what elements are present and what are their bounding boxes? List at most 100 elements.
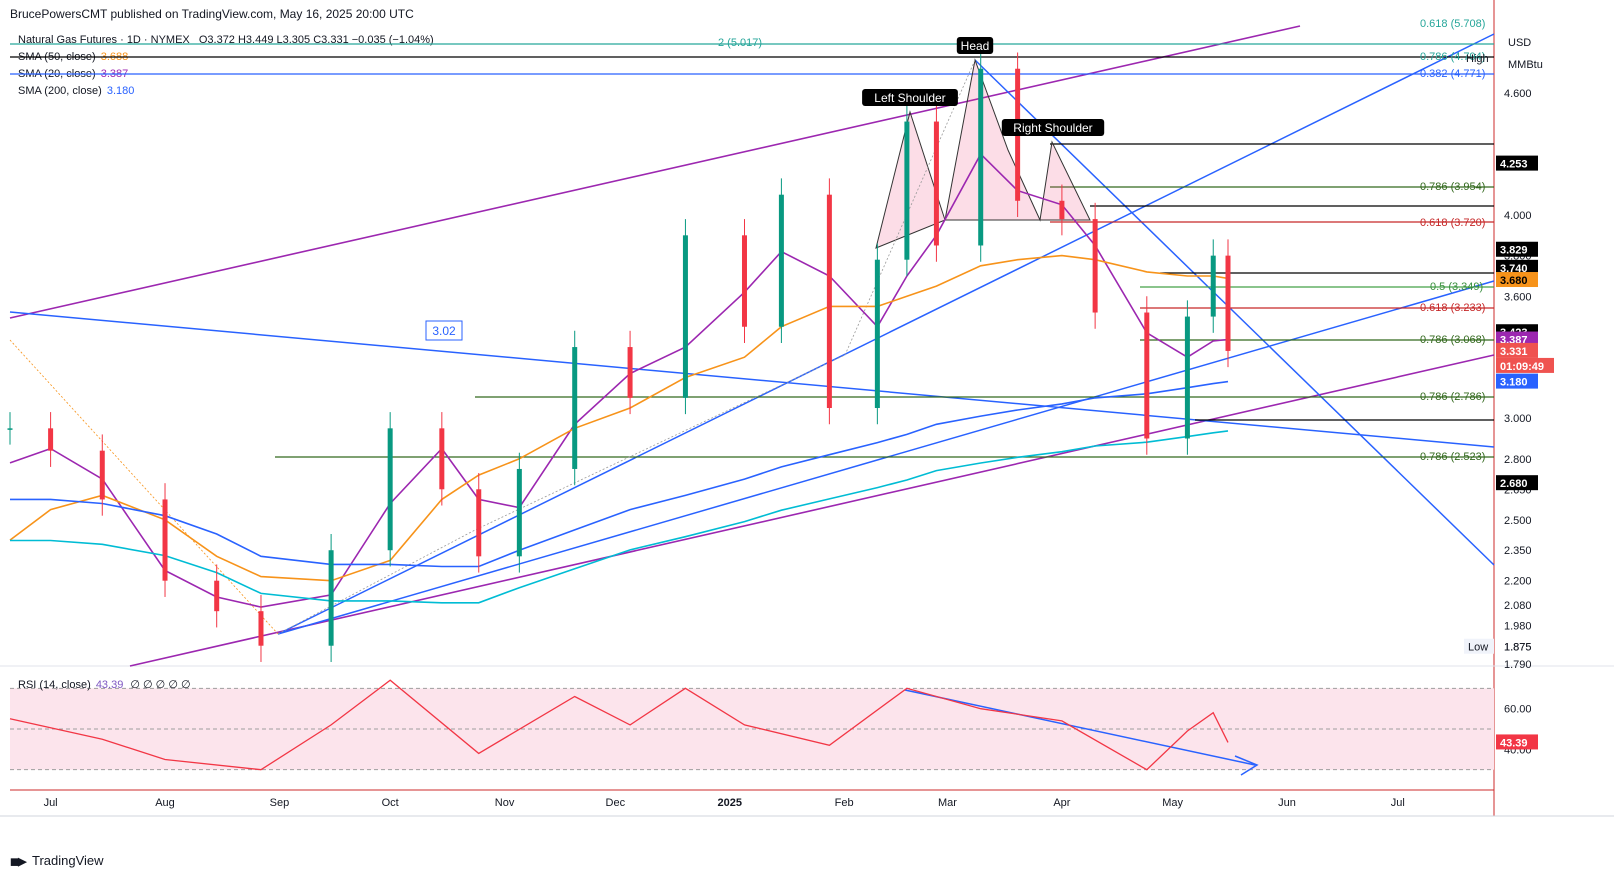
price-badge: 2.680 (1500, 478, 1528, 490)
price-tick: 1.980 (1504, 620, 1532, 632)
price-badge-bg (1496, 475, 1538, 491)
candle-body (1092, 219, 1098, 313)
fib-label: 0.5 (3.349) (1430, 281, 1483, 293)
fib-label: 0.786 (3.954) (1420, 181, 1485, 193)
low-value: 1.875 (1504, 642, 1532, 654)
right-shoulder-label: Right Shoulder (1013, 121, 1092, 135)
candle-body (682, 235, 688, 398)
publisher-header: BrucePowersCMT published on TradingView.… (10, 7, 414, 21)
price-tick: 3.000 (1504, 413, 1532, 425)
fib-label: 0.618 (3.720) (1420, 217, 1485, 229)
candle-body (904, 121, 910, 260)
high-label: High (1466, 53, 1489, 65)
series-line-3 (10, 380, 1229, 568)
price-tick: 4.000 (1504, 210, 1532, 222)
price-badge-bg (1496, 259, 1538, 275)
head-label-bg (956, 37, 994, 54)
candle-body (439, 428, 445, 490)
price-badge-bg (1496, 272, 1538, 288)
rsi-extra: ∅ ∅ ∅ ∅ ∅ (130, 679, 191, 691)
fib-label: 0.786 (2.786) (1420, 391, 1485, 403)
rsi-arrow-icon (1234, 755, 1259, 776)
tradingview-footer[interactable]: ◼▶ TradingView (10, 853, 104, 868)
right-shoulder-label-bg (1001, 119, 1105, 136)
time-label: May (1162, 797, 1183, 809)
price-badge: 3.680 (1500, 275, 1528, 287)
ohlc-values: O3.372 H3.449 L3.305 C3.331 −0.035 (−1.0… (198, 34, 434, 46)
blue-trendline-down (9, 311, 1495, 448)
candle-body (874, 259, 880, 409)
time-label: Apr (1053, 797, 1070, 809)
candle-body (328, 550, 334, 646)
rsi-line (9, 679, 1229, 771)
box-value-label: 3.02 (432, 324, 456, 338)
time-label: Nov (495, 797, 515, 809)
fib-label: 0.618 (5.708) (1420, 18, 1485, 30)
rsi-value: 43.39 (95, 679, 124, 691)
candle-body (387, 428, 393, 551)
symbol-legend[interactable]: Natural Gas Futures · 1D · NYMEX O3.372 … (18, 34, 434, 46)
candle-body (978, 68, 984, 246)
price-tick: 2.200 (1504, 576, 1532, 588)
symbol-name: Natural Gas Futures · 1D · NYMEX (18, 34, 190, 46)
rsi-legend[interactable]: RSI (14, close) 43.39 ∅ ∅ ∅ ∅ ∅ (18, 678, 191, 691)
time-label: 2025 (717, 797, 741, 809)
time-label: Jul (44, 797, 58, 809)
candle-body (48, 428, 54, 451)
candle-body (1225, 255, 1231, 351)
price-badge: 3.829 (1500, 245, 1528, 257)
left-shoulder-label-bg (862, 89, 958, 106)
series-line-teal (10, 430, 1229, 604)
tradingview-logo-icon: ◼▶ (10, 855, 27, 868)
price-tick: 4.600 (1504, 88, 1532, 100)
candle-body (214, 580, 220, 612)
sma200-legend[interactable]: SMA (200, close) 3.180 (18, 85, 134, 97)
time-label: Sep (270, 797, 290, 809)
price-tick: 3.600 (1504, 291, 1532, 303)
candle-body (162, 499, 168, 581)
price-badge-bg (1496, 331, 1538, 347)
price-badge-bg (1496, 734, 1538, 750)
candle-body (572, 347, 578, 469)
candle-body (933, 121, 939, 246)
price-tick: 2.350 (1504, 545, 1532, 557)
candle-body (778, 194, 784, 327)
rsi-label: RSI (14, close) (18, 679, 91, 691)
price-badge-bg (1496, 241, 1538, 257)
low-label: Low (1468, 642, 1488, 654)
price-badge: 43.39 (1500, 737, 1528, 749)
fib-label: 0.786 (2.523) (1420, 451, 1485, 463)
fib-label: 0.786 (3.068) (1420, 334, 1485, 346)
fib-label: 0.786 (4.794) (1420, 51, 1485, 63)
candle-body (7, 428, 13, 430)
price-tick: 2.080 (1504, 600, 1532, 612)
dotted-projection (277, 59, 976, 635)
candle-body (1144, 312, 1150, 439)
price-tick: 2.500 (1504, 515, 1532, 527)
axis-unit: MMBtu (1508, 59, 1543, 71)
price-badge-bg (1496, 357, 1554, 373)
price-tick: 1.875 (1504, 642, 1532, 654)
orange-dotted (9, 339, 279, 635)
series-line-2 (9, 254, 1229, 582)
price-tick: 1.790 (1504, 659, 1532, 671)
time-label: Aug (155, 797, 175, 809)
candle-body (627, 347, 633, 398)
rsi-tick: 60.00 (1504, 704, 1532, 716)
time-label: Dec (606, 797, 626, 809)
candle-body (258, 611, 264, 646)
time-label: Mar (938, 797, 957, 809)
time-label: Jun (1278, 797, 1296, 809)
time-label: Feb (835, 797, 854, 809)
head-label: Head (961, 39, 990, 53)
fib-label: 0.618 (3.233) (1420, 302, 1485, 314)
box-value-frame (425, 320, 463, 341)
time-label: Oct (382, 797, 399, 809)
candle-body (1059, 200, 1065, 220)
price-badge-bg (1496, 155, 1538, 171)
price-badge-bg (1496, 373, 1538, 389)
axis-currency: USD (1508, 37, 1531, 49)
price-badge: 3.331 (1500, 346, 1528, 358)
candle-body (516, 468, 522, 557)
